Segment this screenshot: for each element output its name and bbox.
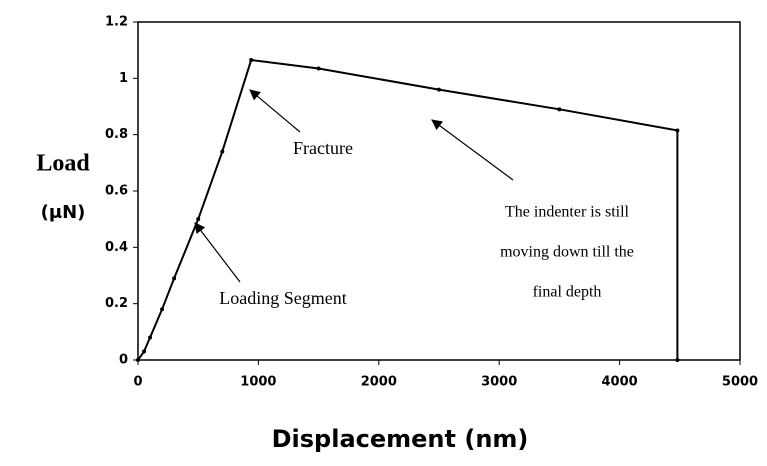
y-tick-label: 0.8	[105, 127, 128, 142]
x-tick-label: 2000	[361, 375, 397, 390]
annotation: final depth	[533, 284, 602, 301]
data-point	[316, 66, 321, 71]
x-tick-label: 5000	[722, 375, 758, 390]
y-tick-label: 1	[119, 71, 128, 86]
annotation-arrow	[249, 89, 301, 133]
annotation: moving down till the	[500, 244, 634, 261]
y-tick-label: 0.4	[105, 240, 128, 255]
data-point	[196, 217, 201, 222]
data-point	[136, 358, 140, 362]
y-tick-label: 0.6	[105, 184, 128, 199]
data-point	[437, 87, 441, 92]
data-point	[249, 58, 254, 63]
data-point	[557, 107, 562, 112]
y-axis-label: Load	[36, 151, 90, 177]
y-axis-unit: (μN)	[41, 202, 86, 223]
annotation-arrow	[431, 119, 514, 181]
data-point	[675, 358, 680, 362]
annotation-arrow	[194, 222, 241, 283]
plot-frame	[137, 21, 741, 361]
x-tick-label: 3000	[481, 375, 517, 390]
data-point	[675, 128, 680, 133]
y-tick-label: 0	[119, 353, 128, 368]
x-tick-label: 4000	[602, 375, 638, 390]
data-point	[142, 349, 147, 354]
x-axis-label: Displacement (nm)	[272, 425, 529, 453]
x-tick-label: 1000	[240, 375, 276, 390]
annotation: Fracture	[293, 138, 353, 158]
annotation: The indenter is still	[505, 204, 630, 221]
data-point	[172, 276, 177, 281]
x-tick-label: 0	[133, 375, 142, 390]
y-tick-label: 1.2	[105, 15, 128, 30]
y-tick-label: 0.2	[105, 296, 128, 311]
data-point	[220, 149, 225, 154]
data-point	[160, 307, 165, 312]
annotation: Loading Segment	[219, 288, 346, 308]
data-point	[148, 335, 153, 340]
